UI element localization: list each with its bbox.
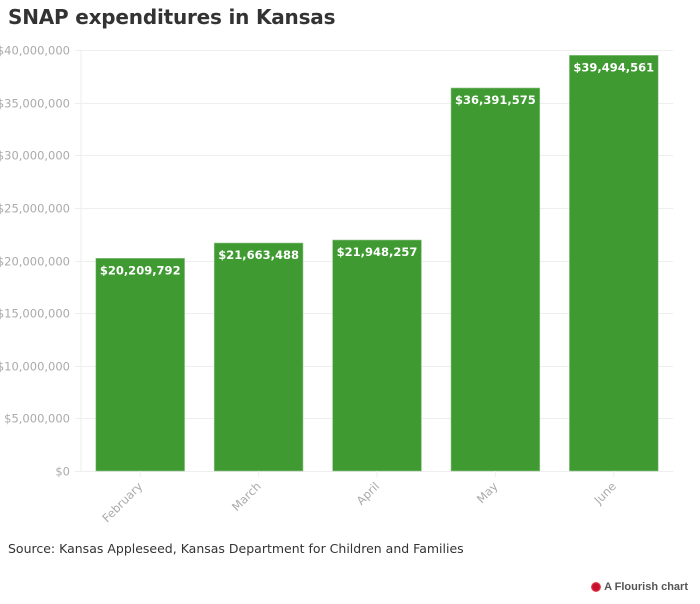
bar-value-label: $21,948,257	[337, 245, 418, 259]
flourish-credit-label: A Flourish chart	[604, 581, 688, 593]
y-tick-label: $25,000,000	[0, 202, 70, 216]
bar-april[interactable]	[332, 239, 422, 472]
bar-february[interactable]	[95, 257, 185, 472]
bar-value-label: $39,494,561	[573, 60, 654, 74]
x-tick-label: June	[591, 479, 619, 507]
x-axis-ticks: February March April May June	[99, 471, 619, 525]
x-tick-label: March	[229, 479, 264, 514]
flourish-credit-link[interactable]: A Flourish chart	[591, 581, 688, 593]
source-note: Source: Kansas Appleseed, Kansas Departm…	[8, 541, 464, 556]
x-tick-label: May	[474, 479, 501, 506]
y-tick-label: $35,000,000	[0, 97, 70, 111]
flourish-logo-icon	[591, 582, 602, 592]
bar-may[interactable]	[450, 87, 541, 472]
bar-value-label: $36,391,575	[455, 93, 536, 107]
chart-title: SNAP expenditures in Kansas	[8, 5, 336, 29]
bar-june[interactable]	[569, 55, 659, 472]
y-axis-ticks: $0 $5,000,000 $10,000,000 $15,000,000 $20,00…	[0, 44, 70, 479]
bar-march[interactable]	[213, 242, 304, 472]
bar-value-label: $21,663,488	[218, 248, 299, 262]
y-tick-label: $20,000,000	[0, 255, 70, 269]
bar-value-label: $20,209,792	[100, 263, 181, 277]
x-tick-label: February	[99, 479, 145, 525]
y-tick-label: $30,000,000	[0, 149, 70, 163]
bar-value-labels: $20,209,792 $21,663,488 $21,948,257 $36,391…	[100, 60, 654, 277]
y-tick-label: $10,000,000	[0, 360, 70, 374]
y-tick-label: $5,000,000	[4, 412, 70, 426]
y-tick-label: $15,000,000	[0, 307, 70, 321]
x-tick-label: April	[354, 479, 382, 507]
y-tick-label: $40,000,000	[0, 44, 70, 58]
bar-chart: $0 $5,000,000 $10,000,000 $15,000,000 $20,00…	[0, 44, 673, 525]
y-tick-label: $0	[55, 465, 70, 479]
bars	[95, 55, 659, 472]
